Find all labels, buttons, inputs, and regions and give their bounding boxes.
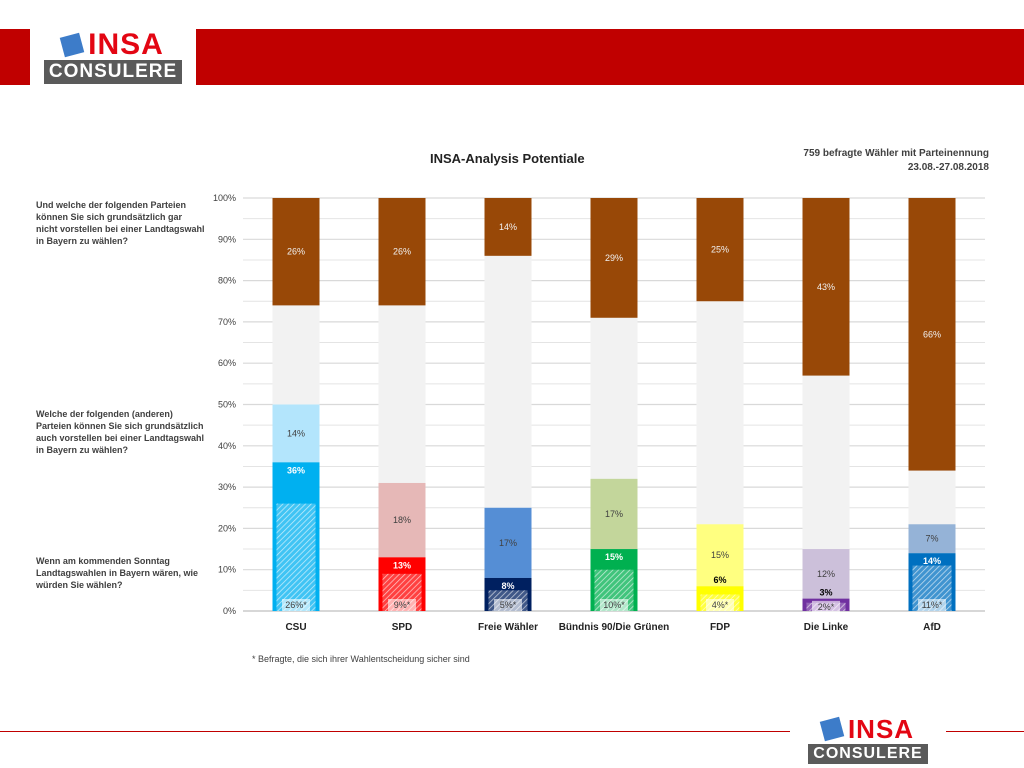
y-tick-label: 80% [218,276,236,286]
label-potential: 17% [605,509,623,519]
label-sure-box [282,599,310,611]
label-reject: 43% [817,282,835,292]
question-vote: Wenn am kommenden Sonntag Landtagswahlen… [36,556,199,590]
bar-potential [802,549,850,599]
bar-reject [908,198,956,471]
y-tick-label: 50% [218,400,236,410]
x-category-label: Freie Wähler [478,622,538,633]
label-sure-box [600,599,628,611]
label-sure-box [812,600,840,613]
bar-potential [484,507,532,578]
y-tick-label: 40% [218,441,236,451]
y-tick-label: 10% [218,565,236,575]
bar-reject [272,198,320,306]
label-sure: 26%* [285,600,307,610]
bar-reject [484,198,532,256]
label-reject: 14% [499,222,517,232]
label-sure-box [494,599,522,611]
label-reject: 29% [605,253,623,263]
label-sure: 5%* [500,600,517,610]
survey-dates: 23.08.-27.08.2018 [907,162,989,173]
label-potential: 7% [925,534,938,544]
x-category-label: SPD [392,622,413,633]
question-potential: Welche der folgenden (anderen) Parteien … [36,409,205,455]
x-category-label: Die Linke [804,622,849,633]
bar-potential [378,482,426,558]
label-reject: 26% [393,247,411,257]
footer-line [0,731,790,732]
bar-reject [378,198,426,306]
label-sure-box [918,599,946,611]
x-category-label: AfD [923,622,941,633]
label-vote: 14% [923,556,941,566]
label-potential: 15% [711,550,729,560]
label-sure: 11%* [922,600,943,610]
logo-text: INSA [88,28,164,61]
label-potential: 14% [287,428,305,438]
label-potential: 12% [817,569,835,579]
label-sure-box [388,599,416,611]
y-tick-label: 70% [218,317,236,327]
bar-potential [590,478,638,550]
x-category-label: FDP [710,622,730,633]
bar-reject [590,198,638,318]
bar-reject [802,198,850,376]
label-reject: 26% [287,247,305,257]
footnote: * Befragte, die sich ihrer Wahlentscheid… [252,654,470,664]
label-sure: 2%* [818,602,835,612]
label-potential: 17% [499,538,517,548]
label-vote: 13% [393,560,411,570]
y-tick-label: 30% [218,482,236,492]
y-tick-label: 0% [223,606,236,616]
label-sure: 10%* [603,600,625,610]
x-category-label: CSU [285,622,306,633]
footer-line [946,731,1024,732]
bar-reject [696,198,744,302]
question-reject: Und welche der folgenden Parteien können… [36,200,205,246]
y-tick-label: 20% [218,523,236,533]
label-reject: 66% [923,329,941,339]
cube-icon [819,716,845,742]
label-vote: 15% [605,552,623,562]
label-vote: 36% [287,465,305,475]
bar-potential [696,524,744,587]
label-sure: 9%* [394,600,411,610]
label-sure: 4%* [712,600,729,610]
label-potential: 18% [393,515,411,525]
x-category-label: Bündnis 90/Die Grünen [559,622,670,633]
bar-potential [908,524,956,554]
insa-logo-footer: INSA CONSULERE [800,714,936,764]
label-vote: 3% [819,588,832,598]
logo-text: INSA [847,714,915,744]
insa-logo: INSA CONSULERE [30,29,196,85]
sample-size: 759 befragte Wähler mit Parteinennung [803,148,989,159]
sample-info: 759 befragte Wähler mit Parteinennung 23.… [803,147,989,175]
bar-sure-hatched [276,503,316,611]
y-tick-label: 90% [218,234,236,244]
bar-potential [272,404,320,463]
label-sure-box [706,599,734,611]
label-vote: 8% [501,581,514,591]
label-reject: 25% [711,245,729,255]
y-tick-label: 60% [218,358,236,368]
logo-subtext: CONSULERE [43,60,183,84]
chart-title: INSA-Analysis Potentiale [430,151,585,166]
y-tick-label: 100% [213,193,236,203]
label-vote: 6% [713,575,726,585]
logo-subtext: CONSULERE [808,744,928,764]
